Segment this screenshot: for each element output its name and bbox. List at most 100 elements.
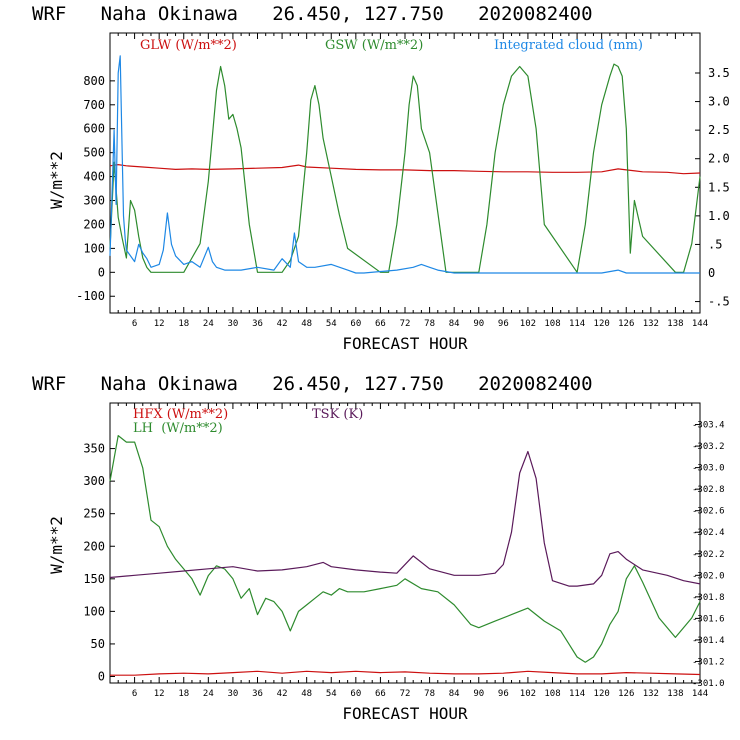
chart-1-legend-gsw: GSW (W/m**2)	[325, 38, 423, 53]
x-tick-label: 102	[520, 689, 536, 699]
chart-1-x-axis: 6 12 18 24 30 36 42 48 54 60 66 72 78 84 90 96 102 108 114…	[109, 33, 708, 329]
y2-tick-label: 1.5	[708, 180, 730, 194]
y-tick-label: 300	[83, 194, 105, 208]
x-tick-label: 144	[692, 689, 708, 699]
x-tick-label: 138	[667, 689, 683, 699]
y-tick-label: 800	[83, 74, 105, 88]
y2-tick-label: 2.0	[708, 152, 730, 166]
x-tick-label: 90	[473, 319, 484, 329]
x-tick-label: 30	[227, 319, 238, 329]
y-tick-label: 300	[83, 474, 105, 488]
y-tick-label: 600	[83, 122, 105, 136]
series-line-glw	[109, 164, 701, 175]
chart-2-legend-tsk: TSK (K)	[312, 407, 363, 422]
x-tick-label: 6	[132, 319, 137, 329]
y2-tick-label: -302.6	[692, 507, 725, 517]
x-tick-label: 90	[473, 689, 484, 699]
y-tick-label: 150	[83, 572, 105, 586]
x-tick-label: 96	[498, 319, 509, 329]
x-tick-label: 66	[375, 689, 386, 699]
x-tick-label: 60	[350, 689, 361, 699]
x-tick-label: 78	[424, 689, 435, 699]
x-tick-label: 114	[569, 319, 585, 329]
chart-1-y-axis: -100 0 100 200 300 400 500 600 700 800	[76, 74, 115, 303]
x-tick-label: 66	[375, 319, 386, 329]
x-tick-label: 96	[498, 689, 509, 699]
series-line-hfx	[110, 670, 701, 676]
x-tick-label: 18	[178, 689, 189, 699]
chart-2-y-axis: 0 50 100 150 200 250 300 350	[83, 442, 115, 683]
x-tick-label: 138	[667, 319, 683, 329]
x-tick-label: 120	[594, 689, 610, 699]
x-tick-label: 54	[326, 689, 337, 699]
x-tick-label: 6	[132, 689, 137, 699]
x-tick-label: 78	[424, 319, 435, 329]
chart-2-ylabel: W/m**2	[47, 516, 66, 574]
y2-tick-label: -302.4	[692, 528, 725, 538]
x-tick-label: 102	[520, 319, 536, 329]
y-tick-label: 50	[91, 637, 105, 651]
x-tick-label: 126	[618, 319, 634, 329]
y2-tick-label: -303.2	[692, 442, 725, 452]
chart-2-y2-axis: -301.0 -301.2 -301.4 -301.6 -301.8 -302.0 -302…	[692, 421, 725, 689]
chart-2-title: WRF Naha Okinawa 26.450, 127.750 2020082…	[32, 373, 593, 395]
chart-1-series	[109, 55, 701, 274]
x-tick-label: 108	[544, 319, 560, 329]
y2-tick-label: -301.8	[692, 593, 725, 603]
x-tick-label: 108	[544, 689, 560, 699]
x-tick-label: 36	[252, 319, 263, 329]
x-tick-label: 60	[350, 319, 361, 329]
chart-2-xlabel: FORECAST HOUR	[342, 704, 468, 723]
x-tick-label: 132	[643, 689, 659, 699]
y2-tick-label: -.5	[708, 295, 730, 309]
y-tick-label: 500	[83, 146, 105, 160]
chart-2-legend-hfx: HFX (W/m**2)	[133, 407, 228, 422]
y-tick-label: 250	[83, 507, 105, 521]
chart-2: WRF Naha Okinawa 26.450, 127.750 2020082…	[32, 373, 725, 723]
series-line-lh	[109, 435, 701, 663]
y2-tick-label: 1.0	[708, 209, 730, 223]
y2-tick-label: -301.2	[692, 657, 725, 667]
x-tick-label: 48	[301, 319, 312, 329]
y2-tick-label: .5	[708, 237, 722, 251]
x-tick-label: 12	[154, 689, 165, 699]
x-tick-label: 114	[569, 689, 585, 699]
y-tick-label: -100	[76, 289, 105, 303]
x-tick-label: 132	[643, 319, 659, 329]
x-tick-label: 72	[400, 319, 411, 329]
y2-tick-label: 2.5	[708, 123, 730, 137]
chart-1-ylabel: W/m**2	[47, 151, 66, 209]
chart-1-xlabel: FORECAST HOUR	[342, 334, 468, 353]
y2-tick-label: -302.0	[692, 571, 725, 581]
x-tick-label: 30	[227, 689, 238, 699]
y2-tick-label: -302.8	[692, 485, 725, 495]
x-tick-label: 84	[449, 319, 460, 329]
chart-1-legend-cloud: Integrated cloud (mm)	[494, 38, 643, 53]
y-tick-label: 350	[83, 442, 105, 456]
x-tick-label: 36	[252, 689, 263, 699]
x-tick-label: 24	[203, 319, 214, 329]
y-tick-label: 200	[83, 217, 105, 231]
y2-tick-label: 0	[708, 266, 715, 280]
y-tick-label: 100	[83, 241, 105, 255]
chart-2-x-axis: 6 12 18 24 30 36 42 48 54 60 66 72 78 84 90 96 102 108 114…	[109, 403, 708, 699]
series-line-gsw	[109, 63, 701, 273]
x-tick-label: 84	[449, 689, 460, 699]
chart-2-series	[109, 435, 701, 676]
y-tick-label: 0	[98, 265, 105, 279]
y2-tick-label: -303.4	[692, 421, 725, 431]
chart-1-legend-glw: GLW (W/m**2)	[140, 38, 237, 53]
y2-tick-label: -301.6	[692, 614, 725, 624]
x-tick-label: 54	[326, 319, 337, 329]
y2-tick-label: -301.0	[692, 679, 725, 689]
x-tick-label: 48	[301, 689, 312, 699]
x-tick-label: 144	[692, 319, 708, 329]
y-tick-label: 700	[83, 98, 105, 112]
x-tick-label: 24	[203, 689, 214, 699]
x-tick-label: 18	[178, 319, 189, 329]
series-line-integrated	[109, 55, 700, 274]
y2-tick-label: -301.4	[692, 636, 725, 646]
chart-1: WRF Naha Okinawa 26.450, 127.750 2020082…	[32, 3, 730, 353]
chart-1-title: WRF Naha Okinawa 26.450, 127.750 2020082…	[32, 3, 593, 25]
